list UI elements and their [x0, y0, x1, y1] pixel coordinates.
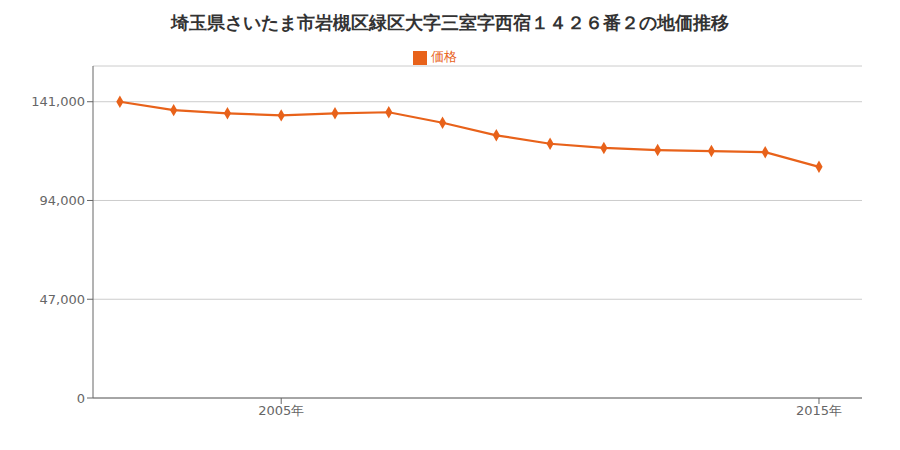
svg-text:47,000: 47,000	[40, 292, 86, 307]
svg-text:94,000: 94,000	[40, 193, 86, 208]
html-text:価格: 価格	[431, 49, 457, 64]
svg-text:0: 0	[77, 391, 85, 406]
svg-text:141,000: 141,000	[31, 94, 85, 109]
svg-text:2015年: 2015年	[796, 403, 842, 418]
svg-text:2005年: 2005年	[258, 403, 304, 418]
html-text:埼玉県さいたま市岩槻区緑区大字三室字西宿１４２６番２の地価推: 埼玉県さいたま市岩槻区緑区大字三室字西宿１４２６番２の地価推移	[171, 12, 729, 33]
